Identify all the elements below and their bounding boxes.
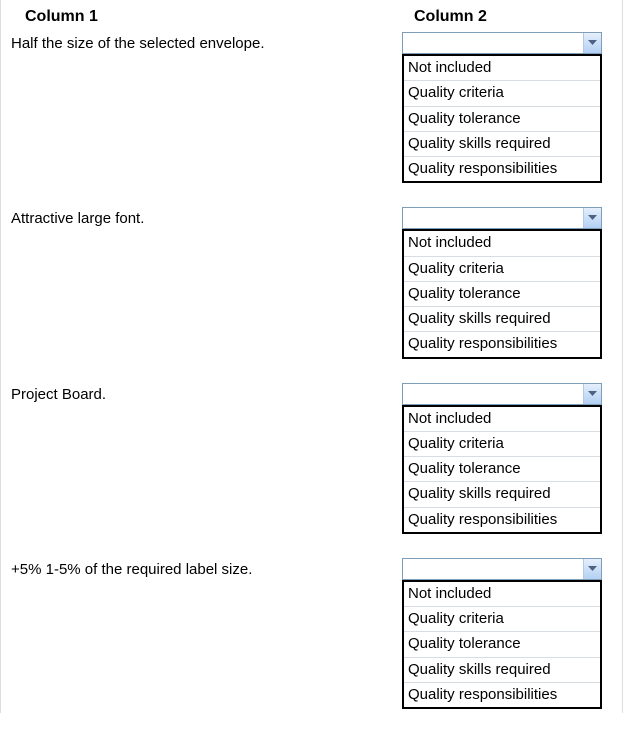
item-label-cell-2: Project Board. — [11, 383, 402, 534]
option-item[interactable]: Quality skills required — [404, 658, 600, 683]
option-item[interactable]: Quality criteria — [404, 432, 600, 457]
option-item[interactable]: Quality criteria — [404, 81, 600, 106]
dropdown-options-2: Not included Quality criteria Quality to… — [402, 405, 602, 534]
option-item[interactable]: Quality skills required — [404, 307, 600, 332]
matching-container: Column 1 Column 2 Half the size of the s… — [1, 0, 622, 733]
dropdown-options-1: Not included Quality criteria Quality to… — [402, 229, 602, 358]
item-label-1: Attractive large font. — [11, 210, 144, 227]
chevron-down-icon — [583, 33, 601, 53]
option-item[interactable]: Quality criteria — [404, 607, 600, 632]
chevron-down-icon — [583, 384, 601, 404]
item-label-cell-1: Attractive large font. — [11, 207, 402, 358]
option-item[interactable]: Quality tolerance — [404, 282, 600, 307]
option-item[interactable]: Quality tolerance — [404, 632, 600, 657]
option-item[interactable]: Quality skills required — [404, 132, 600, 157]
dropdown-1[interactable] — [402, 207, 602, 229]
column-1-header: Column 1 — [25, 8, 98, 25]
option-item[interactable]: Not included — [404, 231, 600, 256]
header-col2: Column 2 — [402, 8, 622, 26]
option-item[interactable]: Not included — [404, 56, 600, 81]
dropdown-options-0: Not included Quality criteria Quality to… — [402, 54, 602, 183]
item-label-cell-0: Half the size of the selected envelope. — [11, 32, 402, 183]
option-item[interactable]: Quality skills required — [404, 482, 600, 507]
item-row-2: Project Board. Not included Quality crit… — [11, 383, 622, 534]
option-item[interactable]: Quality responsibilities — [404, 683, 600, 707]
header-col1: Column 1 — [11, 8, 402, 26]
item-control-cell-0: Not included Quality criteria Quality to… — [402, 32, 622, 183]
chevron-down-icon — [583, 559, 601, 579]
column-2-header: Column 2 — [414, 8, 487, 25]
option-item[interactable]: Quality responsibilities — [404, 157, 600, 181]
option-item[interactable]: Quality responsibilities — [404, 508, 600, 532]
item-control-cell-3: Not included Quality criteria Quality to… — [402, 558, 622, 709]
item-row-0: Half the size of the selected envelope. … — [11, 32, 622, 183]
item-control-cell-1: Not included Quality criteria Quality to… — [402, 207, 622, 358]
item-row-1: Attractive large font. Not included Qual… — [11, 207, 622, 358]
option-item[interactable]: Quality tolerance — [404, 107, 600, 132]
header-row: Column 1 Column 2 — [11, 0, 622, 32]
option-item[interactable]: Quality responsibilities — [404, 332, 600, 356]
option-item[interactable]: Quality tolerance — [404, 457, 600, 482]
dropdown-options-3: Not included Quality criteria Quality to… — [402, 580, 602, 709]
item-label-cell-3: +5% 1-5% of the required label size. — [11, 558, 402, 709]
item-control-cell-2: Not included Quality criteria Quality to… — [402, 383, 622, 534]
chevron-down-icon — [583, 208, 601, 228]
item-row-3: +5% 1-5% of the required label size. Not… — [11, 558, 622, 709]
dropdown-3[interactable] — [402, 558, 602, 580]
item-label-3: +5% 1-5% of the required label size. — [11, 561, 252, 578]
dropdown-2[interactable] — [402, 383, 602, 405]
item-label-0: Half the size of the selected envelope. — [11, 35, 265, 52]
dropdown-0[interactable] — [402, 32, 602, 54]
option-item[interactable]: Quality criteria — [404, 257, 600, 282]
option-item[interactable]: Not included — [404, 582, 600, 607]
option-item[interactable]: Not included — [404, 407, 600, 432]
item-label-2: Project Board. — [11, 386, 106, 403]
